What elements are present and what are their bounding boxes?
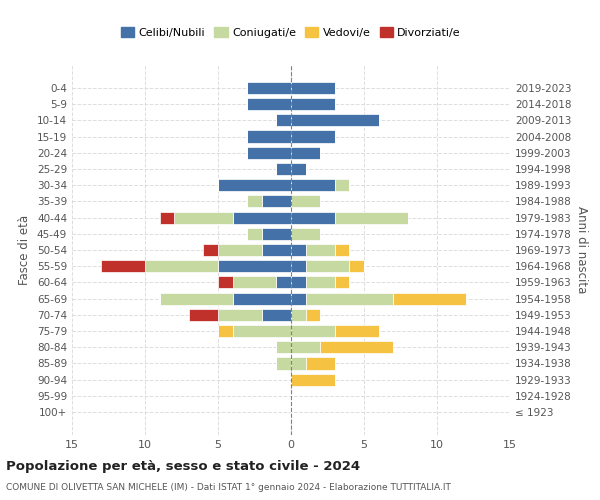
Bar xyxy=(247,82,291,94)
Bar xyxy=(233,212,291,224)
Bar xyxy=(262,244,291,256)
Bar xyxy=(291,228,320,240)
Bar xyxy=(160,292,233,304)
Y-axis label: Fasce di età: Fasce di età xyxy=(19,215,31,285)
Bar xyxy=(262,309,291,321)
Bar xyxy=(291,292,305,304)
Bar xyxy=(277,163,291,175)
Bar xyxy=(305,244,335,256)
Bar xyxy=(335,325,379,337)
Bar xyxy=(233,325,291,337)
Bar xyxy=(305,276,335,288)
Text: Popolazione per età, sesso e stato civile - 2024: Popolazione per età, sesso e stato civil… xyxy=(6,460,360,473)
Bar xyxy=(218,179,291,191)
Bar xyxy=(291,309,305,321)
Bar xyxy=(291,130,335,142)
Bar xyxy=(277,276,291,288)
Bar xyxy=(291,358,305,370)
Bar xyxy=(305,309,320,321)
Bar xyxy=(218,309,262,321)
Bar xyxy=(247,196,262,207)
Bar xyxy=(291,374,335,386)
Bar xyxy=(291,196,320,207)
Bar xyxy=(320,341,393,353)
Bar xyxy=(305,260,349,272)
Bar xyxy=(335,212,408,224)
Bar xyxy=(291,179,335,191)
Bar xyxy=(233,276,277,288)
Bar xyxy=(247,130,291,142)
Bar xyxy=(305,292,393,304)
Bar xyxy=(101,260,145,272)
Bar xyxy=(291,98,335,110)
Bar xyxy=(247,98,291,110)
Bar xyxy=(145,260,218,272)
Bar xyxy=(160,212,174,224)
Bar xyxy=(291,146,320,159)
Bar xyxy=(203,244,218,256)
Bar xyxy=(291,325,335,337)
Bar xyxy=(335,179,349,191)
Bar xyxy=(262,228,291,240)
Bar xyxy=(218,325,233,337)
Bar xyxy=(233,292,291,304)
Bar xyxy=(305,358,335,370)
Bar xyxy=(349,260,364,272)
Bar xyxy=(262,196,291,207)
Bar xyxy=(277,114,291,126)
Y-axis label: Anni di nascita: Anni di nascita xyxy=(575,206,588,294)
Legend: Celibi/Nubili, Coniugati/e, Vedovi/e, Divorziati/e: Celibi/Nubili, Coniugati/e, Vedovi/e, Di… xyxy=(116,22,466,42)
Bar xyxy=(247,146,291,159)
Bar xyxy=(218,260,291,272)
Bar xyxy=(189,309,218,321)
Bar xyxy=(291,341,320,353)
Bar xyxy=(218,276,233,288)
Bar xyxy=(247,228,262,240)
Bar xyxy=(291,212,335,224)
Bar xyxy=(335,276,349,288)
Bar xyxy=(291,114,379,126)
Bar xyxy=(291,260,305,272)
Text: COMUNE DI OLIVETTA SAN MICHELE (IM) - Dati ISTAT 1° gennaio 2024 - Elaborazione : COMUNE DI OLIVETTA SAN MICHELE (IM) - Da… xyxy=(6,483,451,492)
Bar xyxy=(291,82,335,94)
Bar xyxy=(174,212,233,224)
Bar xyxy=(291,163,305,175)
Bar xyxy=(335,244,349,256)
Bar xyxy=(218,244,262,256)
Bar xyxy=(393,292,466,304)
Bar xyxy=(291,244,305,256)
Bar xyxy=(277,358,291,370)
Bar xyxy=(291,276,305,288)
Bar xyxy=(277,341,291,353)
